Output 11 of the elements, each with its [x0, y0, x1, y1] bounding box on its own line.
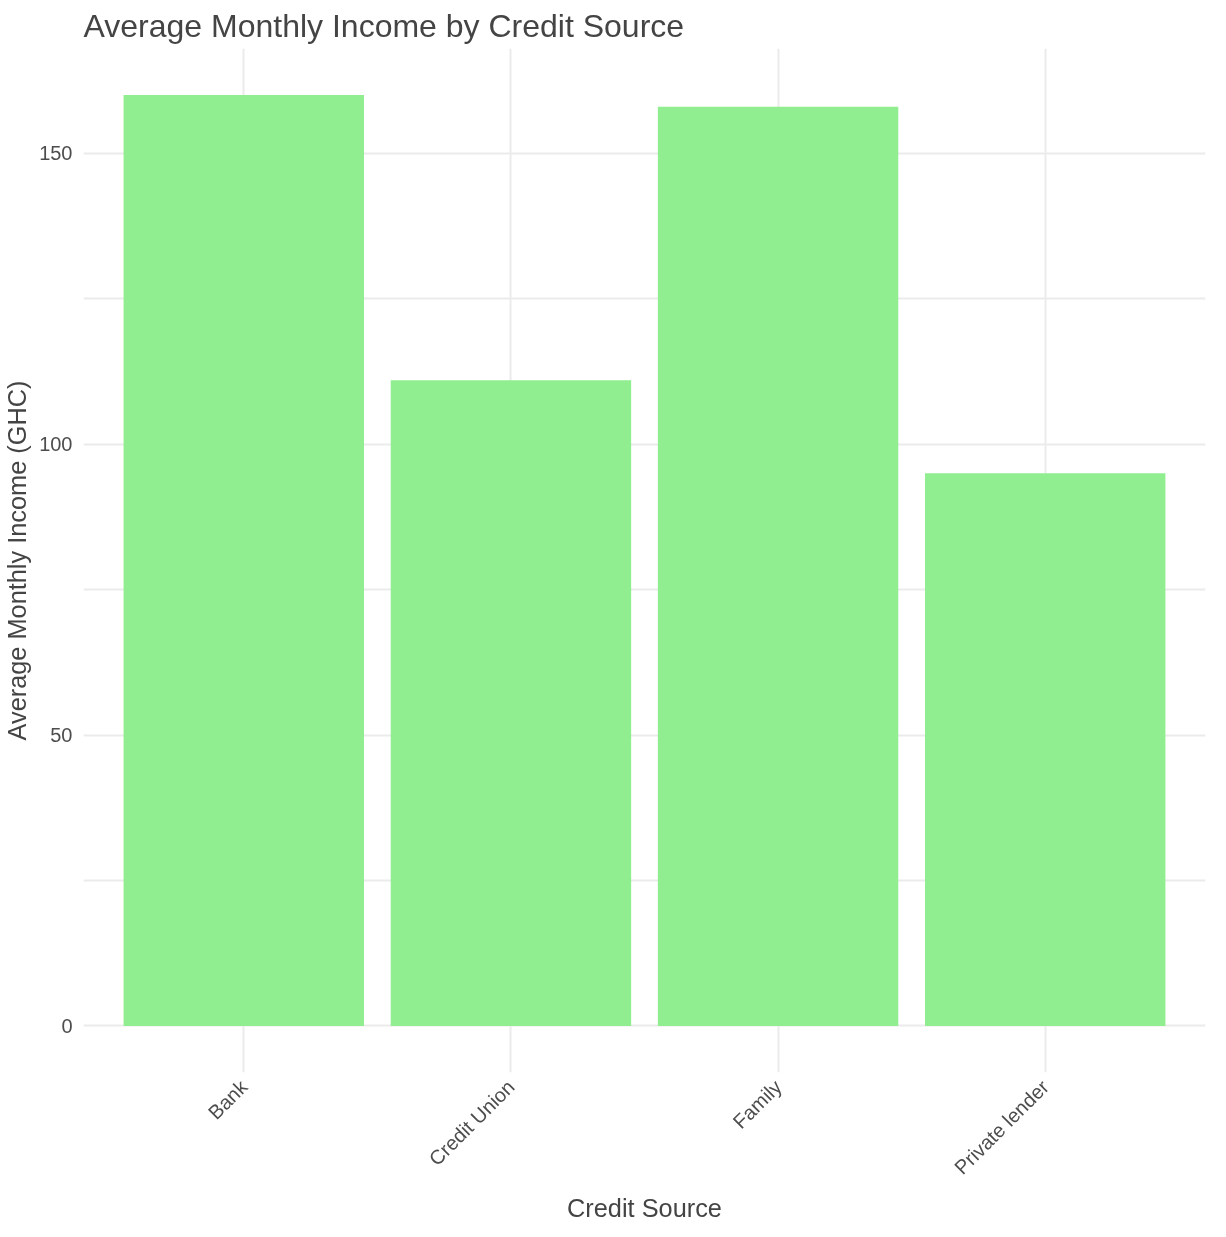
y-tick-label: 0	[61, 1014, 73, 1037]
y-tick-label: 100	[39, 433, 73, 456]
x-axis-title: Credit Source	[567, 1194, 722, 1223]
bar	[925, 473, 1166, 1026]
bar	[123, 95, 364, 1026]
y-tick-label: 150	[39, 142, 73, 165]
chart-title: Average Monthly Income by Credit Source	[83, 7, 685, 44]
bar	[390, 380, 632, 1026]
y-tick-label: 50	[50, 724, 73, 747]
y-axis-title: Average Monthly Income (GHC)	[3, 380, 32, 741]
bar	[657, 106, 899, 1026]
